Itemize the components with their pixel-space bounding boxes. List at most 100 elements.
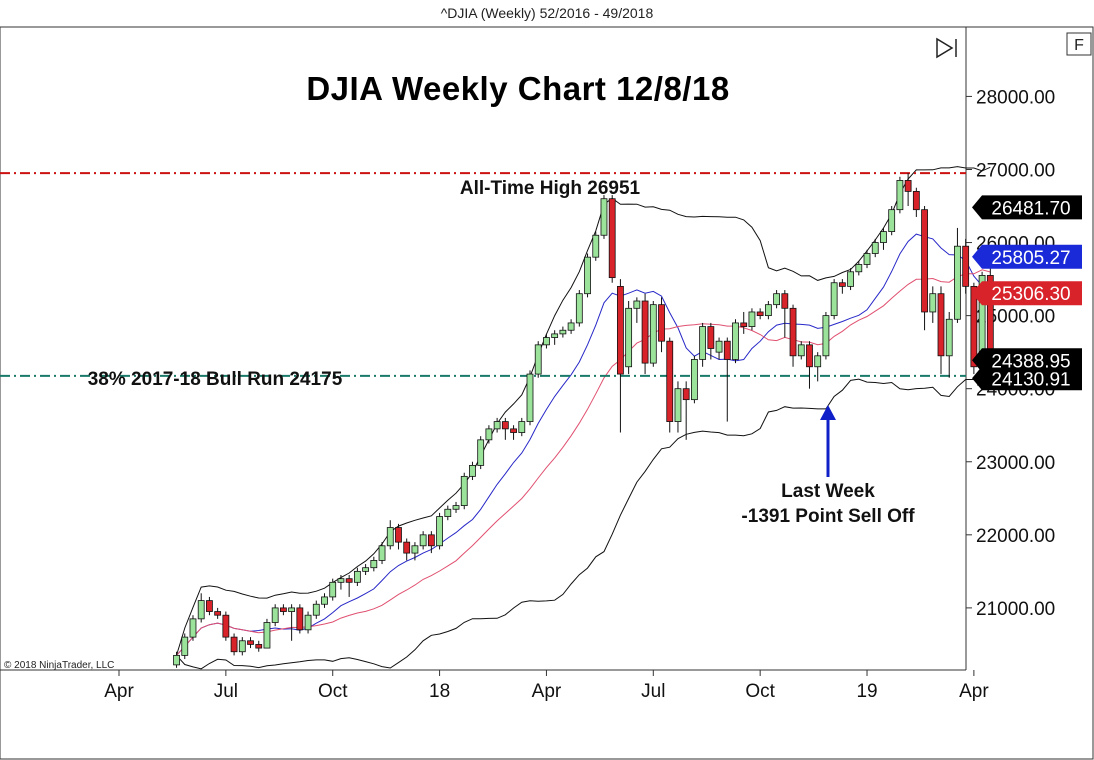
candle-up	[312, 603, 320, 616]
x-tick-label: Jul	[214, 681, 238, 702]
price-flag-label: 25306.30	[991, 284, 1070, 305]
candle-up	[271, 607, 279, 623]
candle-down	[666, 340, 674, 422]
candle-up	[600, 198, 608, 236]
candle-up	[386, 527, 394, 547]
chart-title: DJIA Weekly Chart 12/8/18	[306, 70, 729, 107]
candle-up	[764, 304, 772, 317]
price-flag-label: 26481.70	[991, 198, 1070, 219]
candle-down	[921, 209, 928, 313]
candle-up	[419, 534, 427, 547]
candle-down	[427, 534, 435, 547]
price-flag: 24388.95	[972, 348, 1082, 373]
candle-down	[395, 527, 402, 543]
arrow-up-icon	[820, 405, 836, 477]
candle-up	[822, 315, 830, 357]
candle-up	[814, 355, 822, 368]
bollinger-upper-line	[176, 166, 991, 656]
f-button-label[interactable]: F	[1074, 37, 1084, 54]
candle-up	[321, 596, 328, 605]
y-tick-label: 23000.00	[976, 453, 1055, 474]
y-tick-label: 21000.00	[976, 599, 1055, 620]
candle-up	[559, 329, 567, 335]
candle-up	[830, 282, 838, 317]
candle-up	[715, 340, 723, 353]
candle-down	[230, 636, 238, 653]
candle-up	[773, 293, 780, 306]
candle-up	[954, 245, 961, 320]
candle-up	[485, 428, 493, 441]
candle-down	[937, 293, 945, 357]
candle-down	[510, 428, 517, 433]
candle-down	[658, 304, 665, 342]
candle-up	[173, 654, 180, 666]
candle-up	[469, 465, 476, 477]
candle-up	[238, 640, 246, 653]
price-flag: 25805.27	[972, 244, 1082, 269]
price-flag-label: 24388.95	[991, 351, 1070, 372]
candle-up	[181, 636, 189, 656]
candle-up	[353, 570, 361, 583]
candle-up	[929, 293, 937, 313]
candle-up	[592, 234, 600, 258]
candle-down	[279, 607, 287, 612]
f-button[interactable]: F	[1066, 32, 1092, 56]
candle-up	[288, 607, 296, 612]
candle-up	[444, 508, 452, 517]
candle-up	[337, 578, 345, 583]
ma-red-line	[176, 269, 991, 656]
candle-up	[584, 256, 591, 295]
candle-up	[888, 209, 896, 232]
candle-up	[197, 600, 205, 620]
price-flag-label: 25805.27	[991, 248, 1070, 269]
candle-up	[370, 559, 378, 569]
candle-down	[723, 340, 731, 360]
candle-down	[403, 541, 411, 554]
candle-down	[608, 198, 616, 279]
y-tick-label: 28000.00	[976, 87, 1055, 108]
candle-down	[904, 180, 912, 192]
candles-layer	[173, 173, 994, 668]
window-title: ^DJIA (Weekly) 52/2016 - 49/2018	[440, 5, 654, 21]
candle-down	[247, 640, 254, 645]
candle-up	[575, 293, 583, 324]
chart-frame	[0, 26, 1094, 760]
candle-up	[526, 373, 534, 422]
candle-down	[962, 245, 970, 287]
y-tick-label: 27000.00	[976, 160, 1055, 181]
last-week-label: Last Week	[781, 481, 875, 502]
candle-up	[551, 333, 559, 338]
candle-up	[567, 322, 575, 331]
x-tick-label: Oct	[318, 681, 348, 702]
candle-up	[411, 545, 419, 554]
candle-down	[682, 388, 690, 401]
candle-down	[345, 578, 353, 583]
candle-down	[781, 293, 789, 309]
play-end-icon[interactable]	[936, 37, 957, 59]
candle-up	[847, 271, 854, 287]
candle-down	[707, 326, 715, 349]
price-flag: 25306.30	[972, 281, 1082, 306]
candle-up	[534, 344, 542, 375]
indicator-layer	[176, 166, 991, 670]
candle-down	[806, 344, 813, 368]
candle-up	[452, 505, 460, 510]
candle-down	[501, 421, 509, 430]
candle-up	[797, 344, 805, 357]
y-tick-label: 25000.00	[976, 307, 1055, 328]
candle-down	[296, 607, 304, 631]
y-tick-label: 22000.00	[976, 526, 1055, 547]
candle-down	[838, 282, 846, 287]
bollinger-lower-line	[176, 367, 991, 670]
candle-down	[912, 191, 920, 211]
candle-up	[362, 567, 370, 572]
x-tick-label: 18	[429, 681, 450, 702]
candle-up	[674, 388, 682, 422]
x-tick-label: 19	[856, 681, 877, 702]
candle-up	[625, 307, 633, 368]
candle-up	[896, 180, 904, 211]
candle-up	[329, 581, 337, 598]
fib-label: 38% 2017-18 Bull Run 24175	[88, 369, 343, 390]
